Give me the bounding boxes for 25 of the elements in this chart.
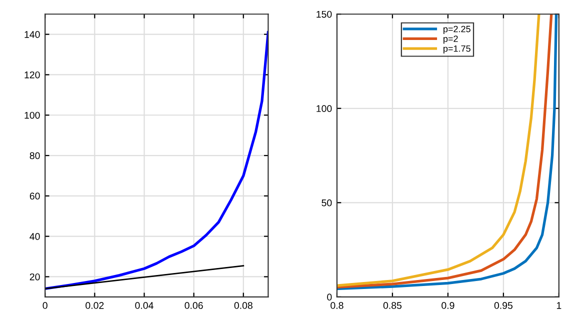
x-tick-label: 0.8 <box>330 302 344 309</box>
y-tick-label: 20 <box>30 273 40 280</box>
x-tick-label: 0.04 <box>135 302 154 309</box>
x-tick-label: 0.08 <box>234 302 252 309</box>
x-tick-label: 0.02 <box>86 302 104 309</box>
y-tick-label: 60 <box>30 192 40 200</box>
line-series <box>45 30 268 290</box>
y-tick-label: 0 <box>327 294 332 301</box>
y-tick-label: 120 <box>24 71 40 78</box>
x-tick-label: 0.06 <box>184 302 203 309</box>
x-tick-label: 0.85 <box>383 302 402 309</box>
y-tick-label: 80 <box>30 152 40 160</box>
x-tick-label: 0.95 <box>494 302 512 309</box>
y-tick-label: 140 <box>24 31 40 38</box>
x-tick-label: 1 <box>556 302 562 309</box>
x-tick-label: 0 <box>42 302 48 309</box>
legend-label: p=2 <box>444 36 458 44</box>
y-tick-label: 50 <box>322 199 332 206</box>
x-tick-label: 0.9 <box>442 302 454 309</box>
y-tick-label: 100 <box>316 105 332 112</box>
legend-label: p=1.75 <box>444 45 470 54</box>
y-tick-label: 40 <box>30 233 40 240</box>
y-tick-label: 100 <box>24 112 40 119</box>
y-tick-label: 150 <box>316 10 332 18</box>
legend-label: p=2.25 <box>444 26 470 34</box>
